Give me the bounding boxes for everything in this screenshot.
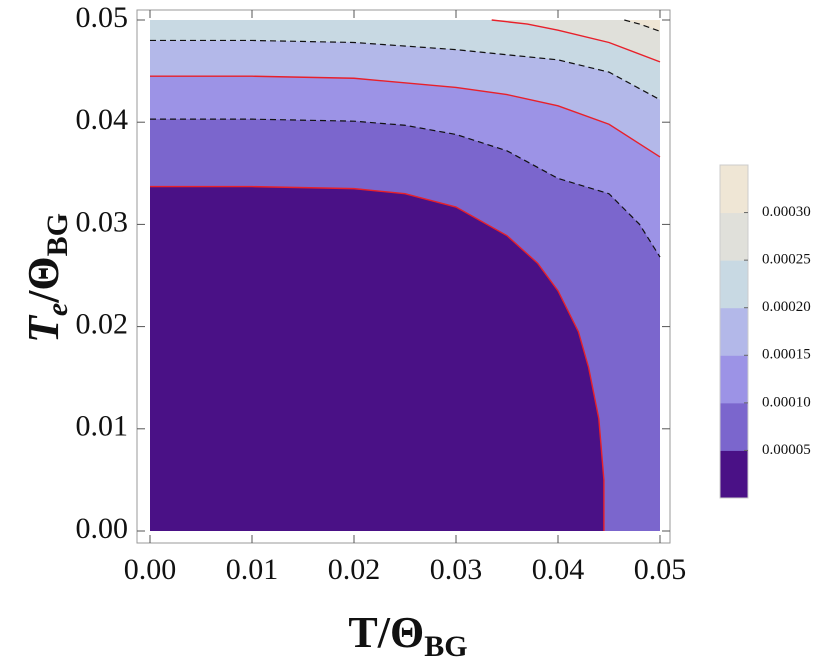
colorbar-tick-label: 0.00020 — [762, 299, 811, 315]
colorbar-band — [720, 260, 748, 309]
colorbar-tick-label: 0.00005 — [762, 442, 811, 458]
y-tick-label: 0.02 — [76, 307, 129, 340]
colorbar-band — [720, 450, 748, 499]
y-tick-label: 0.05 — [76, 1, 129, 34]
y-tick-label: 0.04 — [76, 103, 129, 136]
y-label-main: /Θ — [19, 256, 68, 303]
plot-frame — [136, 9, 671, 544]
colorbar-band — [720, 165, 748, 214]
x-tick-label: 0.00 — [124, 553, 177, 586]
y-label-sub: BG — [41, 213, 74, 256]
x-tick-label: 0.03 — [430, 553, 483, 586]
y-label-main: T — [19, 314, 68, 343]
y-label-sub: e — [41, 303, 74, 316]
colorbar-tick-label: 0.00015 — [762, 347, 811, 363]
y-tick-label: 0.00 — [76, 512, 129, 545]
plot-layer — [150, 19, 661, 532]
y-axis-label: Te/ΘBG — [19, 213, 74, 343]
contour-line — [150, 75, 661, 158]
contour-line — [150, 39, 661, 101]
colorbar-frame — [719, 164, 749, 499]
x-axis-label: T/ΘBG — [348, 608, 467, 663]
contour-line — [624, 19, 661, 32]
contour-line — [150, 118, 661, 258]
colorbar-tick-label: 0.00025 — [762, 252, 811, 268]
x-tick-label: 0.05 — [634, 553, 687, 586]
x-tick-label: 0.04 — [532, 553, 585, 586]
colorbar-band — [720, 402, 748, 451]
x-tick-label: 0.01 — [226, 553, 279, 586]
colorbar-tick-label: 0.00010 — [762, 394, 811, 410]
colorbar-band — [720, 355, 748, 404]
x-tick-label: 0.02 — [328, 553, 381, 586]
colorbar-band — [720, 307, 748, 356]
x-label-sub: BG — [424, 630, 467, 663]
contour-line — [491, 19, 661, 63]
colorbar-band — [720, 212, 748, 261]
x-label-main: T/Θ — [348, 608, 424, 657]
y-tick-label: 0.01 — [76, 410, 129, 443]
y-tick-label: 0.03 — [76, 205, 129, 238]
colorbar-tick-label: 0.00030 — [762, 204, 811, 220]
contour-line — [150, 185, 605, 531]
contour-fill — [150, 186, 604, 531]
